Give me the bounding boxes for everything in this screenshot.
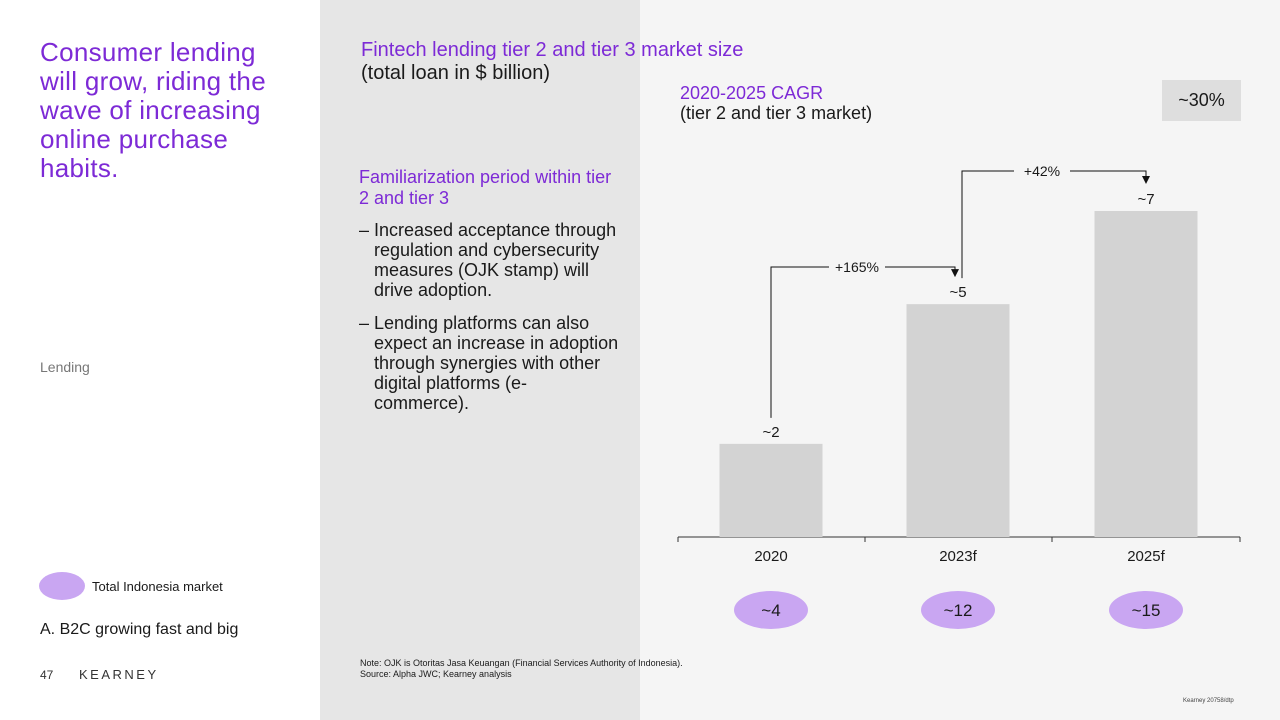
cagr-subtitle: (tier 2 and tier 3 market) <box>680 103 873 123</box>
growth-arrow-line <box>961 170 1014 279</box>
bullet-text: Lending platforms can also expect an inc… <box>374 313 619 413</box>
brand-logo: KEARNEY <box>79 667 159 682</box>
side-panel-heading: Familiarization period within tier 2 and… <box>359 167 612 208</box>
growth-arrow-head <box>885 266 959 278</box>
slide-headline: Consumer lending will grow, riding the w… <box>40 37 266 183</box>
legend-label: Total Indonesia market <box>92 578 223 594</box>
legend-swatch-ellipse <box>39 572 85 600</box>
footnote: Note: OJK is Otoritas Jasa Keuangan (Fin… <box>360 658 683 680</box>
chart-title: Fintech lending tier 2 and tier 3 market… <box>361 39 744 61</box>
legend: Total Indonesia market <box>39 572 223 600</box>
page-number: 47 <box>40 668 54 682</box>
cagr-title: 2020-2025 CAGR <box>680 83 824 103</box>
note-text: Note: OJK is Otoritas Jasa Keuangan (Fin… <box>360 658 683 668</box>
total-market-bubble <box>921 591 995 629</box>
total-market-value: ~12 <box>944 601 973 620</box>
growth-label: +165% <box>835 259 879 275</box>
section-tracker: A. B2C growing fast and big <box>40 621 239 638</box>
x-tick-label: 2023f <box>939 548 977 565</box>
growth-arrow-head <box>1070 170 1150 184</box>
total-market-bubble <box>1109 591 1183 629</box>
section-label: Lending <box>40 359 90 375</box>
bullet-text: Increased acceptance through regulation … <box>374 220 617 300</box>
side-panel-bullets: – Increased acceptance through regulation… <box>359 220 619 426</box>
dash-icon: – <box>359 313 370 333</box>
bullet-item: – Increased acceptance through regulation… <box>359 220 619 300</box>
middle-panel-background <box>320 0 640 720</box>
growth-arrow-line <box>770 266 829 418</box>
bar-2020 <box>719 443 823 537</box>
chart-title-block: Fintech lending tier 2 and tier 3 market… <box>361 39 743 85</box>
bar-value-label: ~7 <box>1137 191 1154 208</box>
bar-2025f <box>1094 211 1198 537</box>
cagr-value-box: ~30% <box>1162 80 1241 121</box>
x-tick-label: 2020 <box>754 548 787 565</box>
total-market-value: ~15 <box>1132 601 1161 620</box>
bar-value-label: ~5 <box>949 284 966 301</box>
growth-label: +42% <box>1024 163 1060 179</box>
bar-value-label: ~2 <box>762 424 779 441</box>
bar-chart: +165% +42% ~2 2020 ~4 ~5 2023f ~12 ~7 2025f ~15 <box>677 163 1241 629</box>
chart-subtitle: (total loan in $ billion) <box>361 62 550 84</box>
cagr-title-block: 2020-2025 CAGR (tier 2 and tier 3 market… <box>680 83 872 123</box>
bullet-item: – Lending platforms can also expect an in… <box>359 313 619 413</box>
source-text: Source: Alpha JWC; Kearney analysis <box>360 669 512 679</box>
dash-icon: – <box>359 220 370 240</box>
x-tick-label: 2025f <box>1127 548 1165 565</box>
reference-code: Kearney 20758/dtp <box>1183 698 1234 704</box>
total-market-value: ~4 <box>761 601 780 620</box>
bar-2023f <box>906 304 1010 537</box>
total-market-bubble <box>734 591 808 629</box>
